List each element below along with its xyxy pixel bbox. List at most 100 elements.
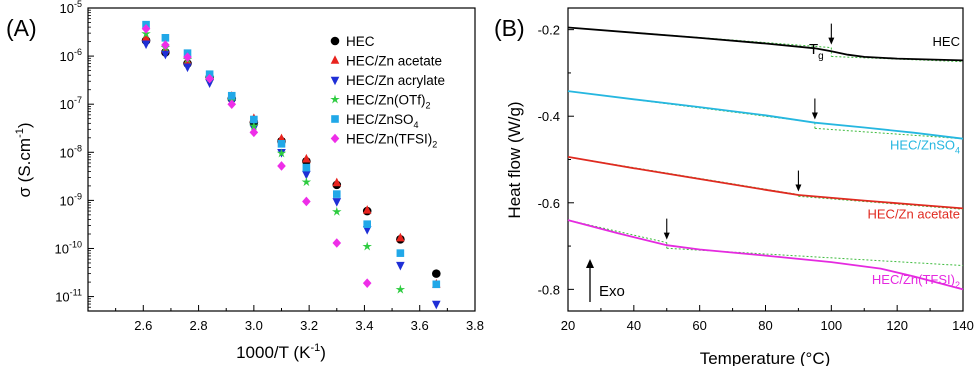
panel-b-x-axis: 20 40 60 80 100 120 140 [561,305,974,333]
panel-a-legend-label-hec-znso4: HEC/ZnSO4 [346,112,419,130]
panel-a-x-tick-label: 3.0 [245,318,263,333]
panel-a-point-hec-zn-otf-2 [395,284,406,294]
panel-a-point-hec-zn-tfsi-2 [249,127,259,138]
panel-a-legend-marker-hec-zn-tfsi-2 [330,133,340,144]
panel-a-point-hec-zn-tfsi-2 [141,23,151,34]
panel-b-x-tick-label: 80 [758,318,772,333]
panel-a-point-hec-znso4 [432,280,441,289]
panel-b-series-label-hec-zn-acetate: HEC/Zn acetate [868,206,961,221]
panel-a-x-axis-label: 1000/T (K-1) [236,342,326,362]
panel-a-point-hec-zn-tfsi-2 [205,73,214,84]
panel-a-point-hec-zn-otf-2 [332,206,342,216]
panel-b-y-tick-label: -0.2 [538,23,560,38]
panel-a-point-hec-znso4 [396,249,405,257]
panel-a-point-hec-znso4 [161,34,170,42]
exo-label: Exo [599,283,625,300]
panel-b-curves [567,23,964,291]
panel-b-x-tick-label: 120 [886,318,908,333]
panel-a-point-hec-znso4 [277,140,286,148]
panel-b-series-label-hec-zn-tfsi-2: HEC/Zn(TFSI)2 [872,272,960,290]
panel-a-x-tick-label: 2.6 [134,318,152,333]
panel-a-legend-marker-hec-zn-acrylate [330,76,340,86]
panel-a-point-hec-zn-acrylate [161,50,170,60]
panel-a-point-hec-zn-acrylate [396,261,405,271]
panel-a-x-tick-label: 3.6 [411,318,429,333]
panel-a-label: (A) [6,15,37,41]
panel-b-curve-hec-znso4 [567,90,964,140]
panel-b-x-tick-label: 60 [692,318,706,333]
panel-a-point-hec-zn-tfsi-2 [302,196,311,207]
panel-b-x-axis-label: Temperature (°C) [700,349,831,366]
panel-a-point-hec-zn-acrylate [432,300,441,310]
panel-b-y-tick-label: -0.6 [538,196,560,211]
panel-a-legend-label-hec-zn-tfsi-2: HEC/Zn(TFSI)2 [346,132,437,150]
panel-a-point-hec-zn-acetate [396,232,405,242]
panel-a-point-hec [432,269,441,278]
panel-a-point-hec-zn-otf-2 [301,177,312,187]
panel-b-x-tick-label: 20 [561,318,575,333]
panel-b-dsc-chart: (B) 20 40 60 80 100 120 140 -0.2 -0.4 -0.6 -0.8 H… [494,7,974,366]
panel-b-y-tick-label: -0.8 [538,282,560,297]
panel-b-x-tick-label: 40 [627,318,641,333]
panel-a-point-hec-zn-acrylate [302,170,311,180]
panel-a-y-tick-label: 10-5 [60,0,82,16]
panel-a-point-hec-znso4 [363,220,371,228]
panel-a-x-tick-label: 3.2 [300,318,318,333]
panel-a-legend-label-hec-zn-acrylate: HEC/Zn acrylate [346,73,445,88]
panel-b-tg-arrow-head-hec-znso4 [811,112,818,120]
panel-a-legend-label-hec-zn-acetate: HEC/Zn acetate [346,54,442,69]
panel-b-y-axis: -0.2 -0.4 -0.6 -0.8 [538,23,574,297]
panel-a-point-hec-zn-tfsi-2 [362,278,372,288]
panel-a-point-hec-znso4 [250,115,258,124]
panel-a-point-hec-zn-acetate [141,32,151,42]
panel-a-y-tick-label: 10-9 [60,191,82,208]
panel-a-point-hec-znso4 [302,163,311,172]
panel-a-point-hec-zn-tfsi-2 [332,238,342,248]
panel-a-point-hec-zn-acrylate [205,79,214,88]
panel-b-y-axis-label: Heat flow (W/g) [505,101,524,218]
exo-annotation: Exo [586,259,625,302]
panel-a-point-hec-zn-acetate [332,177,342,187]
panel-a-point-hec-zn-acrylate [332,198,342,207]
panel-b-tg-arrow-head-hec-zn-acetate [795,184,802,192]
panel-b-x-tick-label: 100 [820,318,842,333]
panel-a-y-tick-label: 10-10 [55,239,82,256]
panel-a-y-tick-label: 10-6 [60,47,82,64]
panel-b-curve-hec [567,26,964,62]
panel-b-y-tick-label: -0.4 [538,109,560,124]
panel-a-point-hec-zn-acrylate [141,40,151,50]
panel-b-series-label-hec: HEC [933,34,960,49]
panel-a-legend-marker-hec-zn-otf-2 [330,94,340,104]
panel-b-plot-frame [567,7,964,312]
panel-a-legend-label-hec: HEC [346,34,375,49]
panel-a-point-hec-zn-otf-2 [249,121,259,131]
panel-a-point-hec-znso4 [227,91,236,100]
panel-b-label: (B) [494,15,525,41]
panel-b-series-labels: HEC HEC/ZnSO4 HEC/Zn acetate HEC/Zn(TFSI)2 [868,34,961,290]
panel-a-y-axis: 10-5 10-6 10-7 10-8 10-9 10-10 10-11 [55,0,94,308]
panel-a-y-tick-label: 10-11 [55,288,82,305]
panel-a-point-hec-zn-otf-2 [276,148,287,158]
tg-label: Tg [809,41,824,62]
panel-a-point-hec-zn-acrylate [362,226,372,235]
panel-a-point-hec-zn-acetate [362,205,372,214]
panel-a-point-hec-zn-tfsi-2 [161,40,170,50]
panel-a-legend-marker-hec-znso4 [331,115,339,123]
panel-b-tg-arrow-head-hec-zn-tfsi-2 [663,232,670,240]
panel-a-point-hec-zn-tfsi-2 [227,99,237,109]
panel-a-data-points [141,20,441,310]
panel-a-x-tick-label: 2.8 [190,318,208,333]
panel-a-legend-marker-hec-zn-acetate [330,55,340,64]
panel-b-curve-hec-zn-tfsi-2 [567,219,964,291]
exo-arrow-head [586,259,594,268]
panel-a-conductivity-chart: (A) 2.6 2.8 3.0 3.2 3.4 3.6 3.8 10-510-610-710… [6,0,484,362]
panel-a-point-hec-zn-otf-2 [362,241,372,251]
panel-b-x-tick-label: 140 [952,318,974,333]
panel-a-y-axis-label: σ (S.cm-1) [14,122,34,197]
panel-a-legend: HEC HEC/Zn acetate HEC/Zn acrylate HEC/Zn(O… [330,34,445,150]
panel-a-point-hec-zn-acrylate [183,63,192,73]
panel-a-point-hec-zn-tfsi-2 [183,52,192,62]
panel-a-x-tick-label: 3.8 [466,318,484,333]
panel-a-legend-label-hec-zn-otf-2: HEC/Zn(OTf)2 [346,93,431,111]
